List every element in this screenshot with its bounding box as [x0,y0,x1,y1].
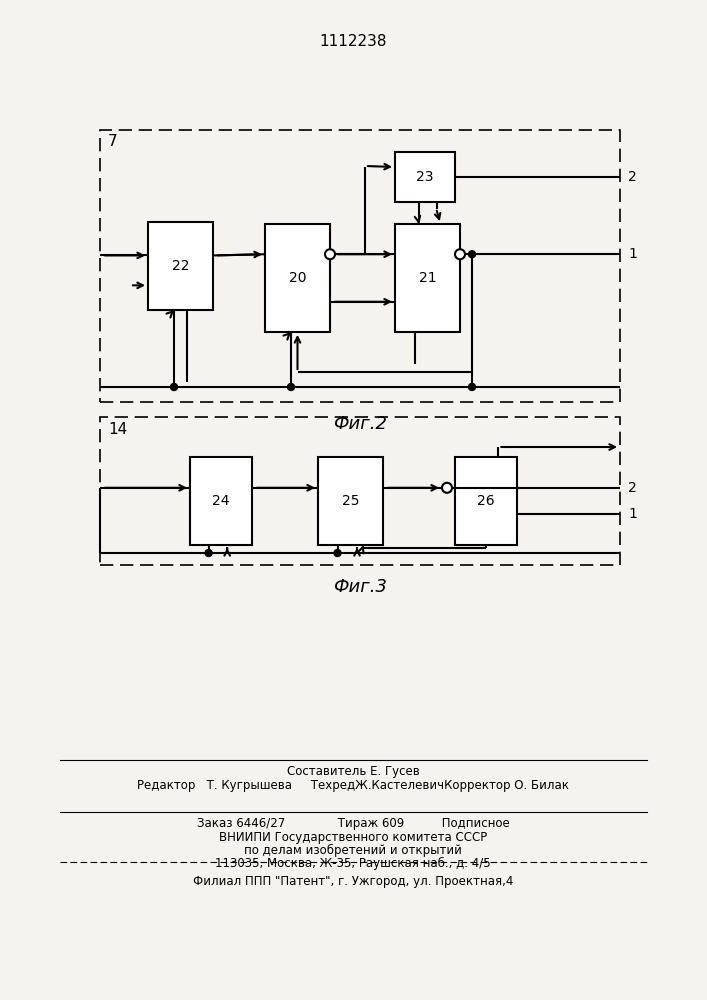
Bar [190,457,252,545]
Bar [395,224,460,332]
Text: 22: 22 [172,259,189,273]
Circle shape [442,483,452,493]
Bar [148,222,213,310]
Text: 113035, Москва, Ж-35, Раушская наб., д. 4/5: 113035, Москва, Ж-35, Раушская наб., д. … [215,856,491,870]
Text: 7: 7 [108,134,117,149]
Circle shape [469,383,476,390]
Text: 2: 2 [628,481,637,495]
Circle shape [455,249,465,259]
Text: 1: 1 [628,507,637,521]
Text: 26: 26 [477,494,495,508]
Bar [395,152,455,202]
Text: 24: 24 [212,494,230,508]
Text: Заказ 6446/27              Тираж 609          Подписное: Заказ 6446/27 Тираж 609 Подписное [197,816,509,830]
Text: 20: 20 [288,271,306,285]
Text: ВНИИПИ Государственного комитета СССР: ВНИИПИ Государственного комитета СССР [219,830,487,844]
Text: 14: 14 [108,422,127,436]
Text: 23: 23 [416,170,434,184]
Text: 2: 2 [628,170,637,184]
Text: Филиал ППП "Патент", г. Ужгород, ул. Проектная,4: Филиал ППП "Патент", г. Ужгород, ул. Про… [193,876,513,888]
Circle shape [334,550,341,556]
Text: 1: 1 [628,247,637,261]
Bar [100,130,620,402]
Circle shape [205,550,212,556]
Bar [100,417,620,565]
Text: Редактор   Т. Кугрышева     ТехредЖ.КастелевичКорректор О. Билак: Редактор Т. Кугрышева ТехредЖ.Кастелевич… [137,780,569,792]
Circle shape [170,383,177,390]
Circle shape [288,383,295,390]
Text: 25: 25 [341,494,359,508]
Bar [455,457,517,545]
Text: по делам изобретений и открытий: по делам изобретений и открытий [244,843,462,857]
Text: Составитель Е. Гусев: Составитель Е. Гусев [286,766,419,778]
Text: 1112238: 1112238 [320,34,387,49]
Text: 21: 21 [419,271,436,285]
Bar [318,457,383,545]
Circle shape [325,249,335,259]
Text: Фиг.3: Фиг.3 [333,578,387,596]
Text: Фиг.2: Фиг.2 [333,415,387,433]
Circle shape [469,251,476,258]
Bar [265,224,330,332]
